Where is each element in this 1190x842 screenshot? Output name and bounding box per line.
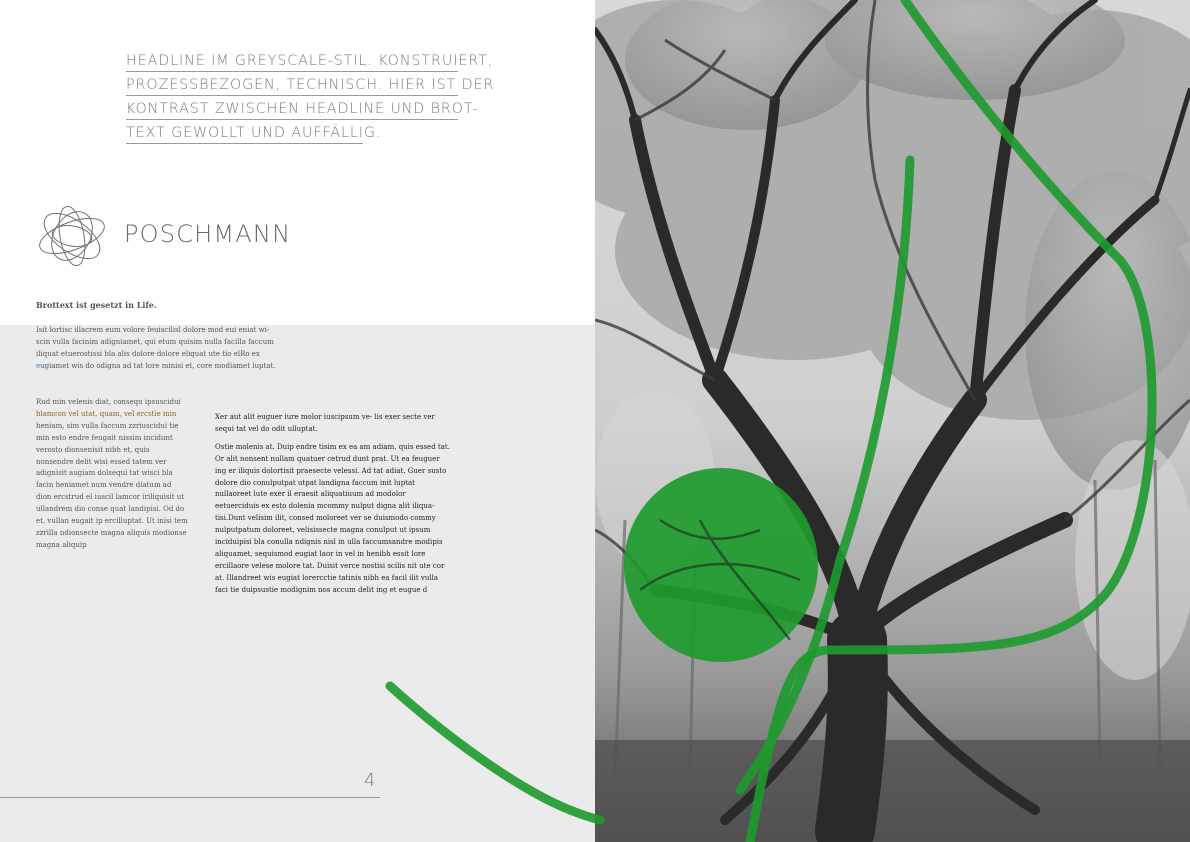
intro-line: scin vulla facinim adigniamet, qui etum … bbox=[36, 337, 274, 346]
headline: HEADLINE IM GREYSCALE-STIL. KONSTRUIERT,… bbox=[126, 48, 493, 144]
body-column-left: Rud min velenis diat, consequ ipsuscidui… bbox=[36, 397, 188, 552]
grey-text-panel bbox=[0, 325, 595, 842]
headline-line: TEXT GEWOLLT UND AUFFÄLLIG. bbox=[126, 120, 380, 144]
headline-line: PROZESSBEZOGEN, TECHNISCH. HIER IST DER bbox=[126, 72, 493, 96]
green-drop-curve bbox=[745, 0, 1157, 842]
intro-line: iliquat etuerostissi bla alis dolore dol… bbox=[36, 349, 260, 358]
intro-line: Isit lortisc illacrem eum volore feuisci… bbox=[36, 326, 270, 334]
tree-photo bbox=[595, 0, 1190, 842]
top-white-area bbox=[0, 0, 595, 325]
green-swoosh bbox=[385, 681, 605, 825]
page-number: 4 bbox=[364, 770, 376, 791]
green-stem-curve bbox=[735, 155, 915, 795]
intro-line: eugiamet wis do odigna ad tat lore minis… bbox=[36, 361, 286, 373]
intro-line-rest: ugiamet wis do odigna ad tat lore minisi… bbox=[40, 361, 276, 370]
headline-line: HEADLINE IM GREYSCALE-STIL. KONSTRUIERT, bbox=[126, 48, 492, 72]
highlighted-text: blamcon vel utat, quam, vel ercstie min bbox=[36, 409, 177, 418]
intro-paragraph: Isit lortisc illacrem eum volore feuisci… bbox=[36, 325, 286, 373]
paragraph: Xer aut alit euguer iure molor iuscipsum… bbox=[215, 413, 435, 433]
footer-rule bbox=[0, 797, 380, 798]
paragraph: Ostie molenis at. Duip endre tisim ex ea… bbox=[215, 442, 450, 594]
column-text: heniam, sim vulla faccum zzriuscidui tie… bbox=[36, 421, 188, 549]
intro-heading: Brottext ist gesetzt in Life. bbox=[36, 300, 157, 310]
headline-line: KONTRAST ZWISCHEN HEADLINE UND BROT- bbox=[126, 96, 477, 120]
body-column-right: Xer aut alit euguer iure molor iuscipsum… bbox=[215, 412, 450, 603]
column-text: Rud min velenis diat, consequ ipsuscidui bbox=[36, 398, 181, 406]
logo-wordmark: POSCHMANN bbox=[124, 220, 292, 248]
poschmann-logo: POSCHMANN bbox=[34, 198, 314, 278]
orbit-knot-icon bbox=[39, 205, 105, 267]
accent-letter: e bbox=[36, 361, 41, 370]
